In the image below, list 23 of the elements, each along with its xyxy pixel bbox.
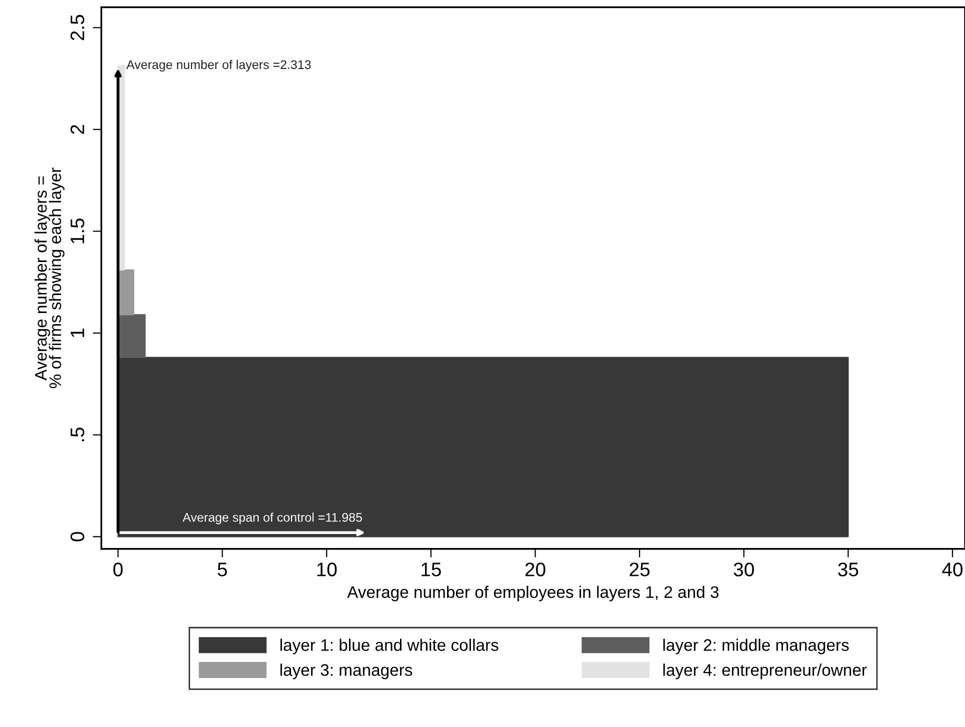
- y-tick-label: 2: [70, 125, 84, 134]
- annotation: Average number of layers =2.313: [126, 60, 311, 72]
- x-tick-label: 15: [422, 562, 441, 576]
- y-tick-label: 0: [70, 532, 84, 542]
- legend-label: layer 2: middle managers: [663, 638, 849, 654]
- x-tick-label: 25: [630, 562, 650, 576]
- annotation: Average span of control =11.985: [182, 512, 362, 524]
- x-tick-label: 10: [317, 562, 337, 576]
- y-tick-label: 1: [70, 328, 84, 337]
- x-axis-title: Average number of employees in layers 1, 2 and 3: [347, 586, 719, 602]
- x-tick-label: 30: [734, 562, 754, 576]
- x-tick-label: 35: [838, 562, 858, 576]
- x-tick-label: 5: [218, 562, 227, 576]
- legend-label: layer 4: entrepreneur/owner: [663, 664, 867, 680]
- legend-label: layer 1: blue and white collars: [280, 638, 498, 654]
- x-tick-label: 20: [525, 562, 546, 576]
- x-tick-label: 0: [113, 562, 123, 576]
- y-tick-label: 1.5: [70, 218, 84, 244]
- y-axis-title: Average number of layers = % of firms showing each layer: [34, 168, 64, 388]
- y-tick-label: .5: [70, 428, 84, 442]
- legend-label: layer 3: managers: [280, 664, 412, 680]
- y-tick-label: 2.5: [70, 14, 84, 40]
- x-tick-label: 40: [942, 562, 963, 576]
